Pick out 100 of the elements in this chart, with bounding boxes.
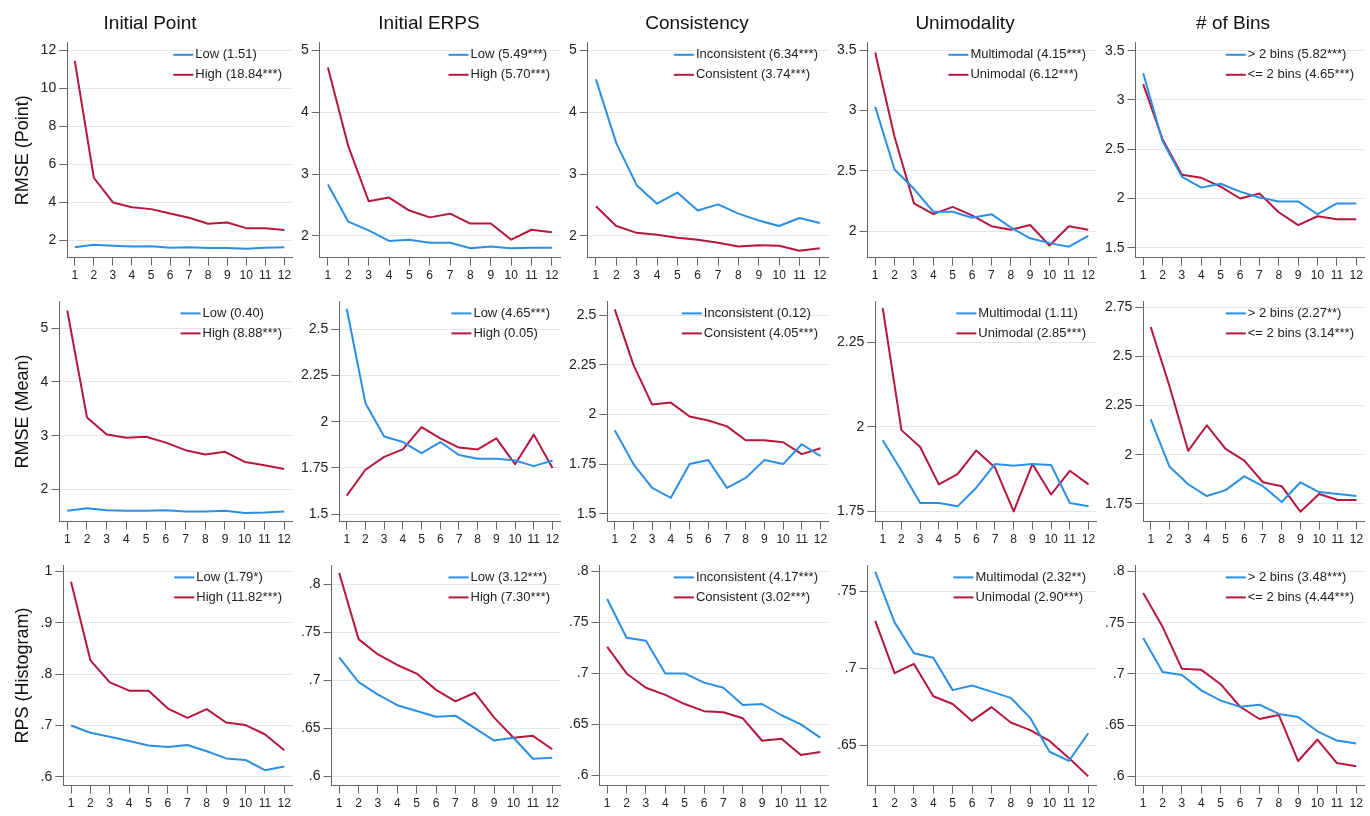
y-tick-label: .65 <box>836 736 857 753</box>
x-tick-label: 8 <box>203 796 211 811</box>
x-tick-label: 3 <box>633 268 641 283</box>
x-tick-label: 9 <box>223 268 231 283</box>
y-axis-title: RMSE (Point) <box>11 95 32 206</box>
x-tick-label: 7 <box>185 268 193 283</box>
chart-title: Initial Point <box>103 11 198 33</box>
y-tick-label: 2 <box>588 405 597 422</box>
x-tick-label: 12 <box>277 532 292 547</box>
y-tick-label: 3.5 <box>1104 41 1125 58</box>
x-tick-label: 12 <box>813 268 827 283</box>
y-tick-label: 3.5 <box>836 40 857 57</box>
y-tick-label: .7 <box>576 664 589 681</box>
y-tick-label: 6 <box>48 155 57 172</box>
x-tick-label: 2 <box>612 268 620 283</box>
legend-label: Unimodal (2.90***) <box>975 588 1084 604</box>
x-tick-label: 8 <box>1010 532 1018 547</box>
x-tick-label: 3 <box>642 796 650 811</box>
x-tick-label: 8 <box>1007 796 1015 811</box>
y-tick-label: 2.5 <box>1104 140 1125 157</box>
y-tick-label: .8 <box>1112 562 1125 579</box>
x-tick-label: 8 <box>742 532 750 547</box>
x-tick-label: 9 <box>761 532 769 547</box>
y-tick-label: .75 <box>300 623 321 640</box>
x-tick-label: 8 <box>1278 532 1286 547</box>
legend-label: Inconsistent (6.34***) <box>695 46 818 62</box>
x-tick-label: 11 <box>1330 796 1344 811</box>
x-tick-label: 4 <box>1197 796 1205 811</box>
x-tick-label: 1 <box>871 268 879 283</box>
x-tick-label: 7 <box>988 268 996 283</box>
legend-label: > 2 bins (2.27**) <box>1247 304 1342 320</box>
legend-label: Low (1.51) <box>195 46 257 62</box>
x-tick-label: 10 <box>774 796 789 811</box>
x-tick-label: 4 <box>393 796 401 811</box>
x-tick-label: 8 <box>467 268 475 283</box>
x-tick-label: 11 <box>794 796 808 811</box>
x-tick-label: 4 <box>667 532 675 547</box>
x-tick-label: 6 <box>704 532 712 547</box>
y-tick-label: 2 <box>568 226 577 243</box>
y-tick-label: 5 <box>300 41 309 58</box>
y-tick-label: 2.5 <box>1112 347 1133 364</box>
x-tick-label: 3 <box>1184 532 1192 547</box>
y-tick-label: 1.75 <box>569 454 597 471</box>
x-tick-label: 3 <box>109 268 117 283</box>
x-tick-label: 8 <box>201 532 209 547</box>
legend-label: > 2 bins (3.48***) <box>1247 568 1347 584</box>
legend-label: <= 2 bins (3.14***) <box>1247 324 1354 340</box>
x-tick-label: 4 <box>1203 532 1211 547</box>
x-tick-label: 12 <box>277 796 292 811</box>
y-tick-label: .9 <box>40 613 53 630</box>
legend-label: Multimodal (4.15***) <box>970 46 1087 62</box>
legend-label: Unimodal (2.85***) <box>978 324 1087 340</box>
legend-label: Low (5.49***) <box>470 46 548 62</box>
x-tick-label: 6 <box>972 532 980 547</box>
x-tick-label: 12 <box>1081 796 1096 811</box>
y-tick-label: 3 <box>1116 90 1125 107</box>
x-tick-label: 8 <box>1275 796 1283 811</box>
y-tick-label: .7 <box>1112 664 1125 681</box>
y-tick-label: 1.75 <box>1105 494 1133 511</box>
chart-title: Initial ERPS <box>378 11 480 33</box>
x-tick-label: 10 <box>239 268 254 283</box>
y-tick-label: 8 <box>48 117 57 134</box>
x-tick-label: 10 <box>1310 796 1325 811</box>
y-tick-label: 3 <box>300 164 309 181</box>
x-tick-label: 6 <box>968 268 976 283</box>
legend-label: <= 2 bins (4.44***) <box>1247 588 1354 604</box>
x-tick-label: 12 <box>1349 796 1364 811</box>
x-tick-label: 11 <box>527 532 541 547</box>
x-tick-label: 3 <box>365 268 373 283</box>
x-tick-label: 9 <box>755 268 763 283</box>
x-tick-label: 7 <box>182 532 190 547</box>
legend-label: Consistent (3.74***) <box>695 66 811 82</box>
x-tick-label: 2 <box>630 532 638 547</box>
x-tick-label: 4 <box>929 796 937 811</box>
legend-label: <= 2 bins (4.65***) <box>1247 66 1354 82</box>
x-tick-label: 11 <box>1062 796 1076 811</box>
y-tick-label: .7 <box>40 716 53 733</box>
y-tick-label: 4 <box>48 193 57 210</box>
x-tick-label: 7 <box>1256 268 1264 283</box>
y-tick-label: 2.25 <box>837 332 865 349</box>
x-tick-label: 4 <box>123 532 131 547</box>
y-tick-label: .8 <box>40 665 53 682</box>
y-tick-label: .65 <box>1104 716 1125 733</box>
y-tick-label: 4 <box>40 372 49 389</box>
x-tick-label: 9 <box>1026 796 1034 811</box>
y-tick-label: .6 <box>576 766 589 783</box>
x-tick-label: 4 <box>653 268 661 283</box>
x-tick-label: 10 <box>238 532 252 547</box>
x-tick-label: 2 <box>1159 796 1167 811</box>
x-tick-label: 5 <box>681 796 689 811</box>
x-tick-label: 11 <box>1062 268 1076 283</box>
y-tick-label: 1.75 <box>837 502 865 519</box>
x-tick-label: 11 <box>526 796 540 811</box>
x-tick-label: 9 <box>487 268 495 283</box>
x-tick-label: 5 <box>954 532 962 547</box>
x-tick-label: 2 <box>83 532 91 547</box>
legend-label: Low (0.40) <box>202 304 264 320</box>
y-tick-label: .6 <box>1112 767 1125 784</box>
legend-label: Multimodal (1.11) <box>978 304 1078 320</box>
x-tick-label: 12 <box>545 796 560 811</box>
